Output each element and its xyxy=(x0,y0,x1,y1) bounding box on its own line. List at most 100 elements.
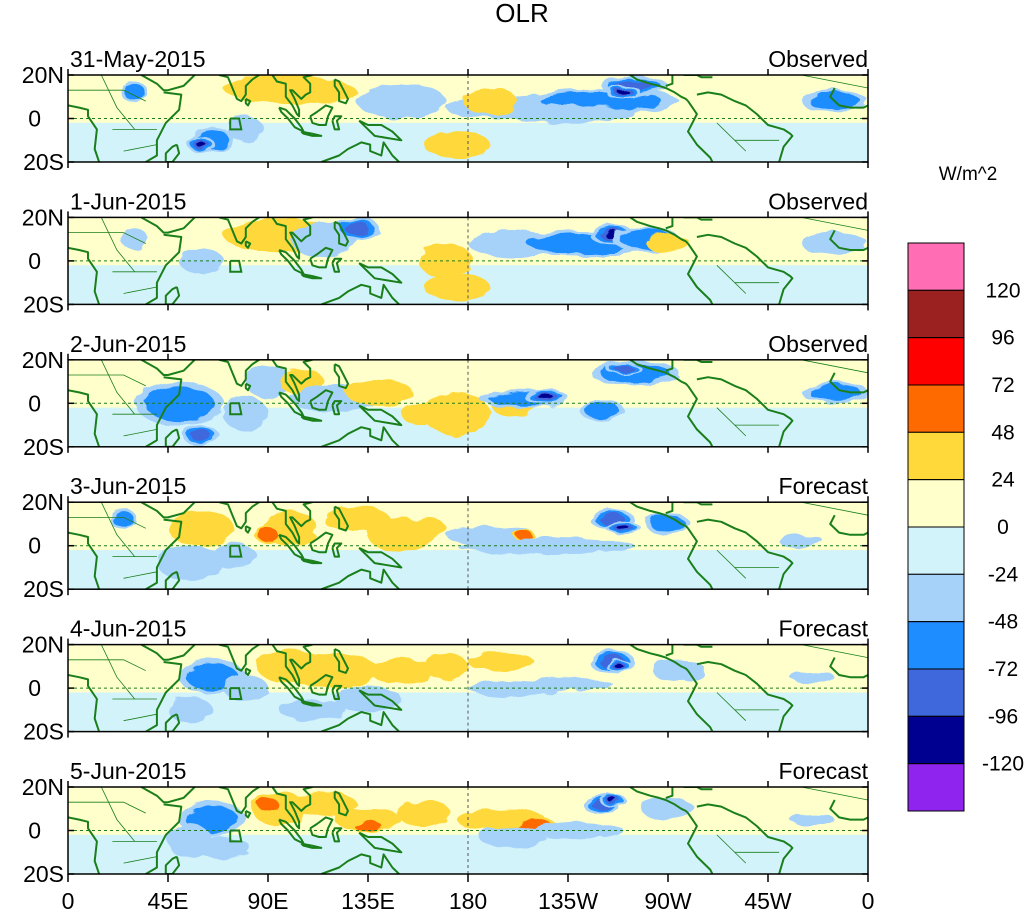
x-tick-label: 135E xyxy=(341,888,395,914)
olr-anomaly-blob xyxy=(423,131,491,158)
panel-date: 31-May-2015 xyxy=(70,46,206,72)
country-border xyxy=(100,217,136,273)
coastline xyxy=(300,130,323,137)
coastline xyxy=(629,75,689,102)
olr-anomaly-blob xyxy=(257,797,279,812)
country-border xyxy=(123,856,157,864)
olr-anomaly-blob xyxy=(790,670,835,684)
coastline xyxy=(68,104,101,162)
olr-anomaly-blob xyxy=(468,653,535,671)
coastline xyxy=(68,389,101,447)
coastline xyxy=(829,87,868,109)
coastline xyxy=(68,531,101,590)
olr-anomaly-blob xyxy=(584,401,619,419)
olr-anomaly-blob xyxy=(641,797,695,820)
y-tick-label: 0 xyxy=(28,248,41,274)
coastline xyxy=(244,98,252,107)
olr-anomaly-blob xyxy=(617,90,630,95)
coastline xyxy=(696,376,794,447)
coastline xyxy=(164,428,181,447)
olr-anomaly-blob xyxy=(419,243,473,279)
coastline xyxy=(300,273,323,280)
coastlines xyxy=(68,217,868,305)
country-border xyxy=(716,834,747,864)
shading-layer xyxy=(121,75,868,158)
coastline xyxy=(687,385,714,447)
olr-anomaly-blob xyxy=(113,511,134,529)
olr-anomaly-blob xyxy=(124,83,146,101)
coastline xyxy=(218,787,260,815)
colorbar-swatch xyxy=(907,763,965,812)
coastline xyxy=(309,104,334,126)
colorbar-swatch xyxy=(907,715,965,765)
coastline xyxy=(244,382,252,392)
coastline xyxy=(244,810,252,819)
coastline xyxy=(358,262,403,284)
country-border xyxy=(123,713,157,722)
panel-status: Observed xyxy=(768,331,868,357)
coastline xyxy=(333,648,349,674)
x-tick-label: 45W xyxy=(744,888,792,914)
panel-status: Observed xyxy=(768,46,868,72)
coastline xyxy=(218,502,260,530)
panel-plot-area xyxy=(68,502,868,590)
y-tick-label: 20N xyxy=(22,204,64,230)
olr-anomaly-blob xyxy=(344,222,370,235)
olr-anomaly-blob xyxy=(808,383,861,401)
olr-anomaly-blob xyxy=(191,429,212,442)
coastline xyxy=(271,75,313,118)
coastline xyxy=(333,505,349,532)
coastline xyxy=(68,674,101,732)
coastline xyxy=(358,831,403,854)
country-border xyxy=(716,549,747,579)
country-border xyxy=(716,692,747,721)
coastline xyxy=(358,119,403,142)
coastline xyxy=(320,568,400,590)
shading-layer xyxy=(134,359,868,447)
colorbar-units: W/m^2 xyxy=(939,164,998,185)
colorbar-label: 96 xyxy=(991,327,1014,350)
coastlines xyxy=(68,359,868,447)
y-tick-label: 20S xyxy=(23,291,64,317)
coastline xyxy=(331,115,343,131)
colorbar-swatch xyxy=(907,242,965,291)
coastline xyxy=(300,700,323,707)
colorbar-swatch xyxy=(907,431,965,481)
coastline xyxy=(665,502,674,515)
olr-anomaly-blob xyxy=(423,274,491,300)
panel: 20N 0 20S 31-May-2015 Observed xyxy=(22,46,869,175)
coastline xyxy=(629,787,689,814)
coastline xyxy=(68,246,101,305)
coastline xyxy=(145,518,183,590)
olr-anomaly-blob xyxy=(223,675,268,702)
olr-anomaly-blob xyxy=(514,531,533,539)
coastline xyxy=(140,644,196,661)
olr-anomaly-blob xyxy=(617,526,630,531)
coastline xyxy=(687,812,714,874)
x-tick-label: 90W xyxy=(644,888,692,914)
country-border xyxy=(801,502,868,516)
coastline xyxy=(271,359,313,403)
coastline xyxy=(164,855,181,874)
coastline xyxy=(629,217,689,245)
coastline xyxy=(300,557,323,565)
panel-plot-area xyxy=(68,75,868,162)
coastline xyxy=(145,376,183,447)
panel-date: 5-Jun-2015 xyxy=(70,758,186,784)
x-tick-label: 180 xyxy=(449,888,487,914)
y-tick-label: 0 xyxy=(28,390,41,416)
olr-anomaly-blob xyxy=(345,379,413,406)
country-border xyxy=(68,374,146,387)
coastline xyxy=(309,673,334,696)
coastline xyxy=(687,527,714,590)
colorbar: 120 96 72 48 24 0 -24 -48 -72 -96 -120 xyxy=(907,242,1024,812)
y-tick-label: 0 xyxy=(28,106,41,132)
olr-anomaly-blob xyxy=(290,791,357,818)
coastline xyxy=(687,242,714,305)
colorbar-label: 24 xyxy=(991,469,1015,492)
panel: 20N 0 20S 3-Jun-2015 Forecast xyxy=(22,473,869,602)
olr-anomaly-blob xyxy=(396,800,451,827)
coastline xyxy=(271,217,313,260)
coastline xyxy=(331,400,343,416)
